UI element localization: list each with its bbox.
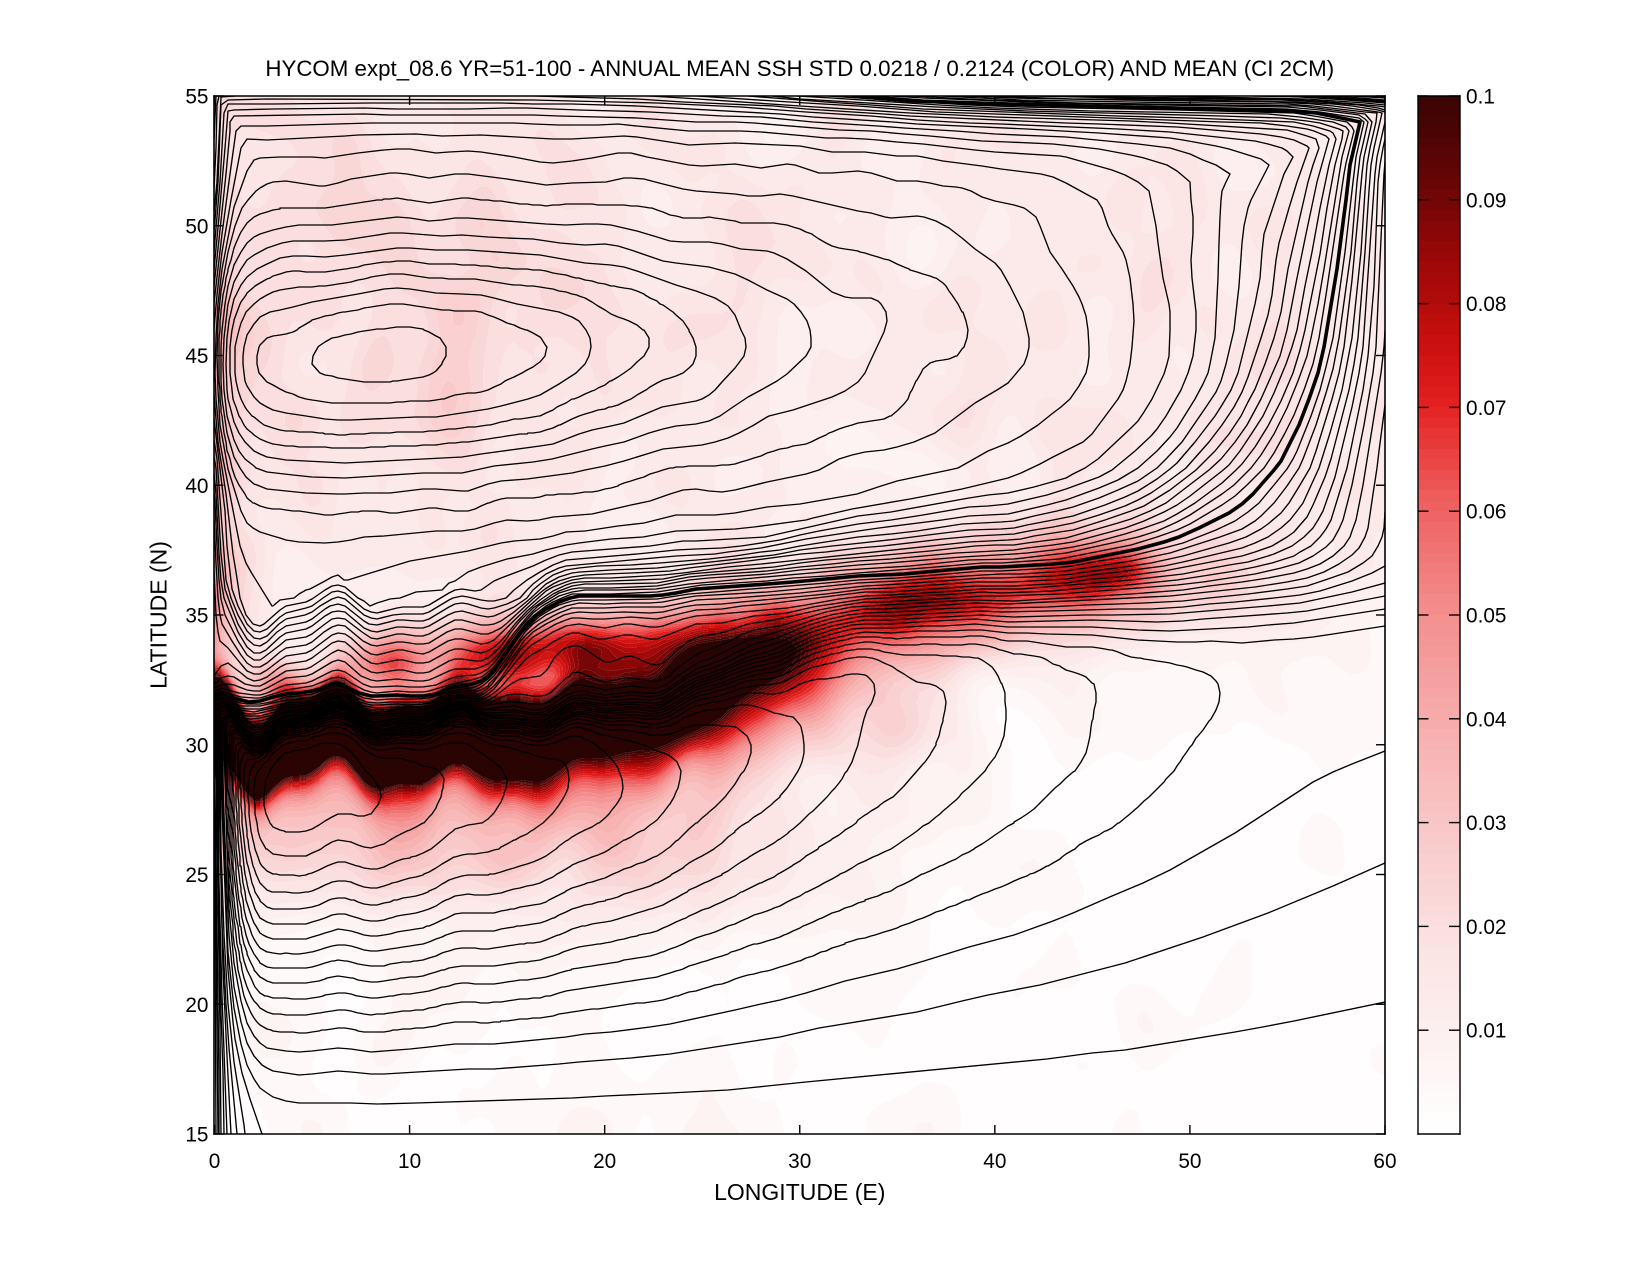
- svg-text:55: 55: [185, 86, 208, 109]
- svg-text:0.02: 0.02: [1466, 916, 1506, 939]
- svg-text:0.07: 0.07: [1466, 397, 1506, 420]
- svg-text:50: 50: [1178, 1150, 1201, 1173]
- svg-text:0: 0: [209, 1150, 221, 1173]
- svg-text:50: 50: [185, 215, 208, 238]
- svg-text:25: 25: [185, 864, 208, 887]
- svg-text:60: 60: [1373, 1150, 1396, 1173]
- svg-text:0.01: 0.01: [1466, 1020, 1506, 1043]
- svg-text:0.03: 0.03: [1466, 812, 1506, 835]
- svg-text:20: 20: [593, 1150, 616, 1173]
- svg-text:LONGITUDE (E): LONGITUDE (E): [714, 1179, 885, 1205]
- svg-text:30: 30: [185, 734, 208, 757]
- svg-text:20: 20: [185, 994, 208, 1017]
- svg-text:0.09: 0.09: [1466, 189, 1506, 212]
- svg-text:40: 40: [983, 1150, 1006, 1173]
- svg-text:LATITUDE (N): LATITUDE (N): [146, 541, 172, 689]
- svg-text:30: 30: [788, 1150, 811, 1173]
- svg-text:40: 40: [185, 475, 208, 498]
- svg-text:0.06: 0.06: [1466, 501, 1506, 524]
- svg-text:10: 10: [398, 1150, 421, 1173]
- svg-text:0.08: 0.08: [1466, 293, 1506, 316]
- svg-text:HYCOM expt_08.6 YR=51-100 - AN: HYCOM expt_08.6 YR=51-100 - ANNUAL MEAN …: [265, 56, 1334, 81]
- svg-text:0.05: 0.05: [1466, 605, 1506, 628]
- svg-text:35: 35: [185, 605, 208, 628]
- svg-text:0.04: 0.04: [1466, 708, 1506, 731]
- svg-text:0.1: 0.1: [1466, 86, 1495, 109]
- svg-text:45: 45: [185, 345, 208, 368]
- svg-text:15: 15: [185, 1124, 208, 1147]
